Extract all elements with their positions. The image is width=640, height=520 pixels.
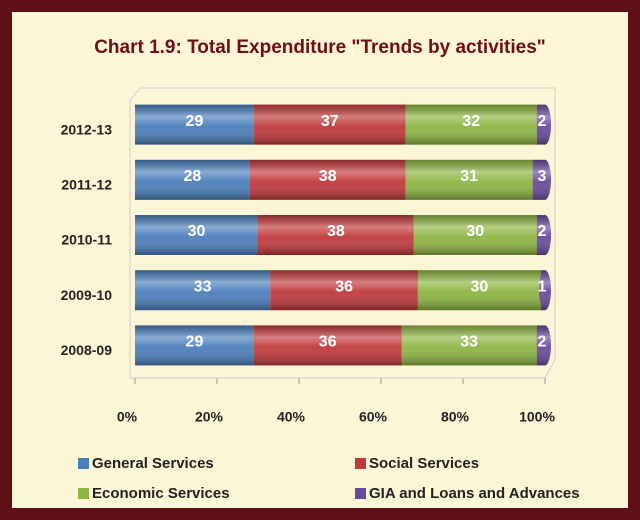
legend-label: Economic Services [92,485,230,502]
data-label: 36 [319,334,337,351]
legend-swatch [78,458,89,469]
data-label: 30 [471,278,489,295]
data-label: 33 [460,334,478,351]
data-label: 2 [538,334,547,351]
data-label: 38 [319,168,337,185]
bar-cap-shine [539,159,551,200]
x-tick-label: 40% [277,409,306,425]
bar-cap-shine [539,325,551,366]
data-label: 30 [188,223,206,240]
legend-swatch [355,458,366,469]
y-tick-label: 2012-13 [61,121,113,137]
y-tick-label: 2008-09 [61,342,113,358]
legend-label: GIA and Loans and Advances [369,485,580,502]
data-label: 28 [184,168,202,185]
data-label: 38 [327,223,345,240]
chart-title: Chart 1.9: Total Expenditure "Trends by … [94,37,546,58]
x-tick-label: 0% [117,409,138,425]
bar-shine [135,215,258,255]
x-tick-label: 60% [359,409,388,425]
bar-shine [417,270,541,311]
x-tick-label: 100% [519,409,555,425]
data-label: 3 [538,168,547,185]
bar-cap-shine [539,270,551,311]
chart-background [12,12,628,508]
legend-swatch [78,488,89,499]
data-label: 29 [186,334,204,351]
data-label: 30 [466,223,484,240]
bar-cap-shine [539,215,551,255]
data-label: 29 [186,113,204,130]
data-label: 33 [194,278,212,295]
data-label: 36 [335,278,353,295]
bar-shine [405,159,533,200]
bar-shine [135,159,250,200]
data-label: 31 [460,168,478,185]
bar-shine [135,325,254,366]
bar-shine [258,215,414,255]
bar-shine [401,325,537,366]
data-label: 2 [538,223,547,240]
bar-shine [135,270,271,311]
bar-shine [405,104,537,145]
x-tick-label: 20% [195,409,224,425]
bar-cap-shine [539,104,551,145]
data-label: 2 [538,113,547,130]
data-label: 1 [538,278,547,295]
y-tick-label: 2009-10 [61,287,113,303]
bar-shine [249,159,406,200]
x-tick-label: 80% [441,409,470,425]
legend-label: Social Services [369,455,479,472]
legend-label: General Services [92,455,214,472]
bar-shine [135,104,254,145]
y-tick-label: 2010-11 [61,232,112,248]
legend-swatch [355,488,366,499]
data-label: 37 [321,113,339,130]
y-tick-label: 2011-12 [61,177,112,193]
bar-shine [270,270,418,311]
bar-shine [253,325,402,366]
data-label: 32 [462,113,480,130]
bar-shine [413,215,537,255]
bar-shine [253,104,406,145]
